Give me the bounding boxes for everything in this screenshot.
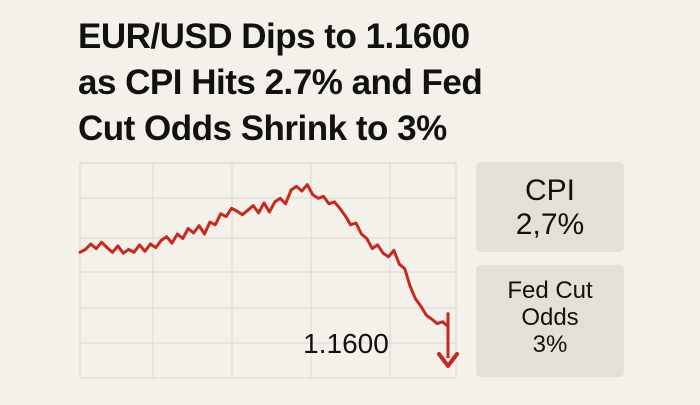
price-point bbox=[214, 224, 217, 226]
price-point bbox=[160, 239, 162, 242]
price-point bbox=[257, 212, 260, 214]
price-point bbox=[355, 222, 357, 224]
headline-line-1: EUR/USD Dips to 1.1600 bbox=[78, 17, 470, 56]
price-point bbox=[268, 211, 271, 213]
price-point bbox=[349, 224, 352, 226]
headline: EUR/USD Dips to 1.1600 as CPI Hits 2.7% … bbox=[78, 14, 678, 152]
price-point bbox=[328, 203, 330, 205]
chart-series bbox=[78, 183, 450, 328]
price-point bbox=[360, 233, 363, 235]
price-line bbox=[78, 183, 450, 328]
headline-line-2: as CPI Hits 2.7% and Fed bbox=[78, 63, 483, 102]
price-point bbox=[344, 214, 347, 217]
price-point bbox=[311, 193, 314, 196]
price-point bbox=[263, 202, 265, 204]
price-point bbox=[284, 203, 287, 205]
price-point bbox=[252, 204, 254, 207]
price-point bbox=[187, 227, 189, 230]
price-point bbox=[155, 246, 157, 249]
price-point bbox=[149, 243, 152, 245]
price-point bbox=[247, 209, 249, 211]
price-point bbox=[420, 305, 422, 308]
price-point bbox=[339, 207, 341, 210]
price-point bbox=[393, 249, 395, 252]
price-point bbox=[431, 318, 433, 320]
price-point bbox=[230, 207, 233, 210]
price-point bbox=[295, 185, 298, 188]
price-point bbox=[192, 232, 195, 234]
price-point bbox=[414, 298, 417, 300]
price-point bbox=[133, 251, 135, 254]
price-point bbox=[409, 285, 411, 287]
price-point bbox=[203, 233, 206, 235]
price-point bbox=[425, 314, 428, 317]
price-point bbox=[117, 245, 119, 247]
price-point bbox=[403, 267, 406, 270]
price-point bbox=[333, 201, 336, 203]
price-point bbox=[84, 248, 87, 251]
price-point bbox=[398, 263, 401, 266]
price-point bbox=[198, 224, 200, 227]
chart-grid bbox=[79, 162, 457, 379]
price-point bbox=[387, 255, 390, 258]
price-point bbox=[100, 241, 103, 243]
price-end-label: 1.1600 bbox=[303, 328, 389, 359]
fed-cut-odds-label: Fed Cut Odds bbox=[507, 277, 593, 331]
price-point bbox=[279, 197, 282, 200]
fed-cut-odds-value: 3% bbox=[532, 331, 568, 358]
price-point bbox=[322, 195, 325, 198]
price-point bbox=[382, 252, 384, 254]
price-point bbox=[171, 242, 173, 244]
cpi-box: CPI 2,7% bbox=[476, 162, 624, 252]
price-point bbox=[274, 201, 276, 203]
price-point bbox=[366, 237, 368, 240]
price-point bbox=[376, 244, 379, 246]
price-point bbox=[236, 210, 238, 212]
price-point bbox=[225, 215, 227, 218]
down-arrow-icon bbox=[437, 352, 459, 368]
fed-cut-odds-box: Fed Cut Odds 3% bbox=[476, 265, 624, 377]
price-point bbox=[219, 213, 222, 215]
price-point bbox=[95, 247, 97, 250]
price-point bbox=[306, 183, 309, 186]
price-point bbox=[90, 243, 92, 245]
price-point bbox=[290, 189, 292, 191]
price-point bbox=[144, 250, 146, 253]
price-point bbox=[165, 235, 168, 238]
cpi-label: CPI bbox=[524, 174, 575, 207]
price-point bbox=[441, 321, 444, 323]
price-point bbox=[111, 251, 114, 254]
price-point bbox=[127, 248, 130, 251]
price-point bbox=[182, 237, 184, 240]
price-point bbox=[106, 246, 108, 249]
price-point bbox=[241, 213, 244, 216]
price-point bbox=[176, 233, 179, 235]
price-point bbox=[371, 247, 374, 250]
price-point bbox=[122, 252, 125, 254]
price-point bbox=[138, 244, 141, 246]
cpi-value: 2,7% bbox=[515, 208, 585, 241]
price-point bbox=[301, 190, 303, 192]
price-point bbox=[209, 221, 211, 223]
price-point bbox=[436, 322, 439, 325]
chart-arrow bbox=[437, 312, 459, 368]
headline-line-3: Cut Odds Shrink to 3% bbox=[78, 109, 447, 148]
price-point bbox=[79, 251, 81, 254]
price-point bbox=[317, 197, 319, 200]
